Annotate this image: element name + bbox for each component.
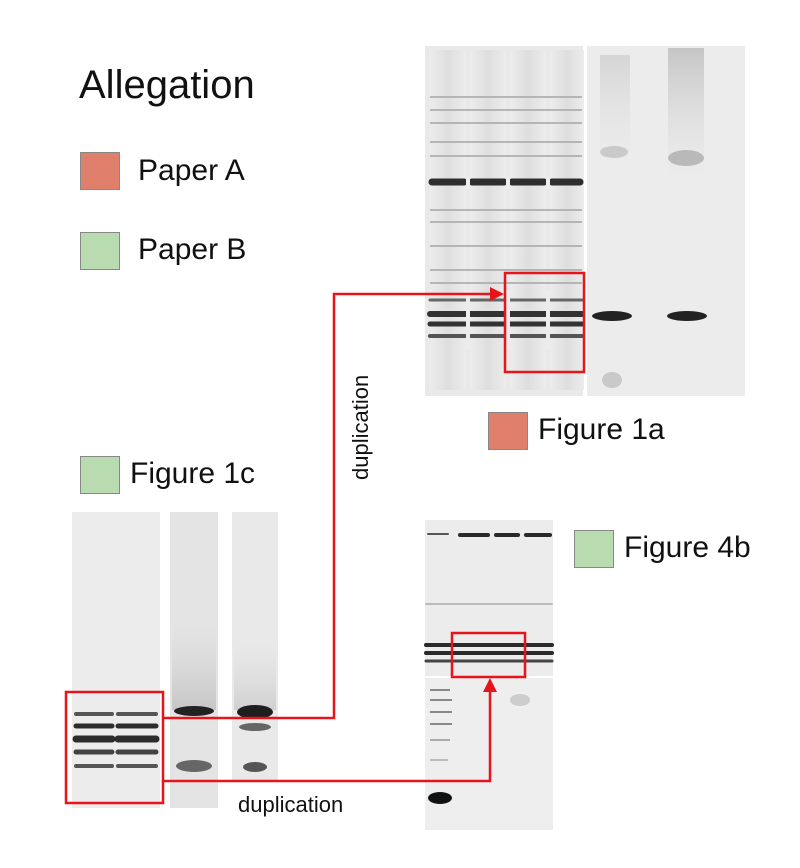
figure-4b-ladder	[430, 689, 452, 761]
figure-1a-swatch	[488, 412, 528, 450]
figure-4b-top-band	[427, 533, 552, 537]
legend-label-paper-b: Paper B	[138, 233, 247, 266]
figure-4b-highlight-box	[450, 631, 527, 679]
arrowhead-right	[490, 287, 504, 301]
figure-1c-highlight-box	[64, 690, 165, 805]
figure-1c-blot	[72, 512, 278, 808]
duplication-label-horizontal: duplication	[238, 792, 344, 817]
figure-4b-band-cluster	[424, 603, 554, 663]
figure-4b-blot	[424, 520, 554, 830]
legend-swatch-paper-a	[80, 152, 120, 190]
arrowhead-up	[483, 678, 497, 692]
figure-1c-bands-left	[72, 712, 160, 768]
legend-swatch-paper-b	[80, 232, 120, 270]
duplication-arrow-lower	[163, 684, 492, 783]
figure-1a-lanes	[430, 50, 584, 390]
figure-1a-label: Figure 1a	[538, 413, 665, 446]
figure-4b-swatch	[574, 530, 614, 568]
figure-1c-label: Figure 1c	[130, 457, 256, 490]
duplication-label-vertical: duplication	[348, 374, 373, 480]
legend-label-paper-a: Paper A	[138, 154, 245, 187]
duplication-arrow-upper	[163, 292, 498, 720]
figure-1a-highlight-box	[503, 271, 586, 374]
figure-1c-swatch	[80, 456, 120, 494]
figure-4b-label: Figure 4b	[624, 531, 751, 564]
allegation-title: Allegation	[79, 63, 255, 107]
figure-1a-blot	[425, 46, 745, 396]
